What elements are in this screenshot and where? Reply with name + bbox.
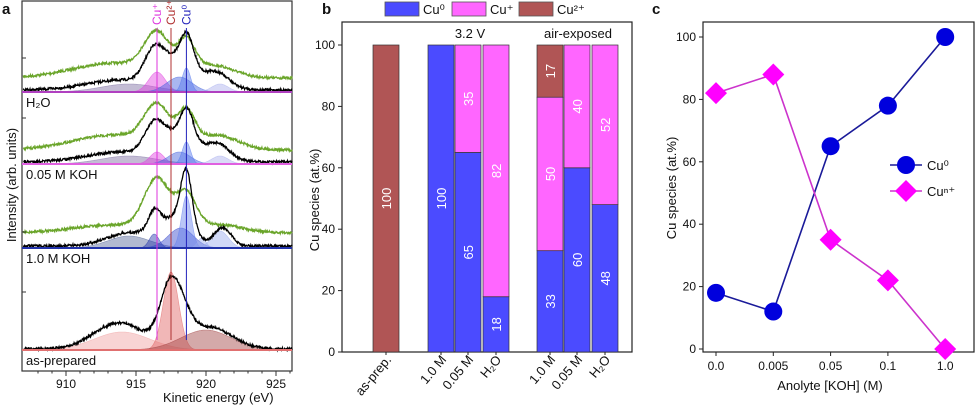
spectrum-measured — [22, 166, 293, 250]
spectrum-air-exposed — [22, 175, 293, 236]
y-tick-label: 40 — [683, 217, 697, 231]
bar-value-label: 100 — [379, 188, 394, 210]
bar-segment — [536, 96, 564, 252]
y-axis-title: Intensity (arb. units) — [4, 128, 19, 242]
spectrum-label: 1.0 M KOH — [26, 251, 90, 266]
y-tick-label: 60 — [683, 155, 697, 169]
y-tick-label: 20 — [683, 280, 697, 294]
panel-letter-c: c — [652, 1, 660, 18]
y-tick-label: 20 — [322, 284, 336, 298]
x-tick-label: H₂O — [477, 352, 504, 380]
data-point — [762, 63, 785, 86]
bar-segment — [591, 44, 619, 205]
spectrum-air-exposed — [22, 27, 293, 81]
x-tick-label: 920 — [196, 377, 216, 391]
data-point — [821, 137, 840, 156]
bar-value-label: 52 — [598, 118, 613, 132]
x-tick-label: 915 — [126, 377, 146, 391]
data-point — [707, 283, 725, 302]
legend-label: Cu⁺ — [490, 2, 513, 17]
x-tick-label: 910 — [56, 377, 76, 391]
legend-swatch — [451, 1, 487, 17]
bar-value-label: 65 — [461, 245, 476, 259]
reference-line-label: Cu⁺ — [150, 3, 164, 25]
panel-letter-b: b — [322, 1, 331, 18]
x-tick-label: 0.1 — [880, 359, 897, 373]
group-label: air-exposed — [544, 26, 612, 41]
legend-marker — [895, 180, 917, 202]
bar-segment — [482, 44, 510, 298]
data-point — [876, 269, 899, 292]
data-point — [936, 28, 955, 46]
x-tick-label: 0.0 — [708, 359, 725, 373]
x-tick-label: as-prep. — [352, 352, 394, 398]
x-axis-title: Anolyte [KOH] (M) — [777, 378, 882, 393]
y-tick-label: 40 — [322, 222, 336, 236]
bar-segment — [372, 44, 400, 353]
y-tick-label: 80 — [322, 99, 336, 113]
bar-value-label: 100 — [434, 188, 449, 210]
data-point — [819, 228, 842, 251]
panel-letter-a: a — [2, 1, 11, 18]
bar-value-label: 18 — [489, 317, 504, 331]
x-tick-label: 0.005 — [758, 359, 788, 373]
legend-swatch — [518, 1, 554, 17]
series-line — [715, 36, 946, 313]
bar-segment — [536, 44, 564, 98]
bar-value-label: 33 — [543, 294, 558, 308]
data-point — [764, 302, 783, 321]
spectrum-air-exposed — [22, 100, 293, 154]
bar-segment — [536, 250, 564, 353]
bar-segment — [454, 152, 482, 353]
bar-value-label: 35 — [461, 91, 476, 105]
spectrum-label: as-prepared — [26, 353, 96, 368]
legend-label: Cu²⁺ — [557, 2, 585, 17]
legend-marker — [897, 156, 915, 174]
reference-line-label: Cu⁰ — [179, 5, 193, 25]
y-tick-label: 0 — [689, 342, 696, 356]
data-point — [934, 338, 957, 360]
bar-segment — [454, 44, 482, 153]
reference-line-label: Cu²⁺ — [164, 0, 178, 25]
y-tick-label: 80 — [683, 92, 697, 106]
data-point — [705, 82, 727, 105]
y-axis-title: Cu species (at.%) — [664, 137, 679, 240]
legend-label: Cu⁰ — [423, 2, 445, 17]
bar-value-label: 40 — [570, 99, 585, 113]
bar-segment — [563, 167, 591, 353]
panel-c-frame — [702, 21, 975, 353]
y-axis-title: Cu species (at.%) — [307, 149, 322, 252]
y-tick-label: 0 — [328, 345, 335, 359]
bar-value-label: 17 — [543, 64, 558, 78]
x-axis-title: Kinetic energy (eV) — [163, 390, 274, 405]
y-tick-label: 100 — [676, 30, 696, 44]
spectrum-measured — [23, 106, 293, 166]
spectrum-measured — [23, 273, 293, 353]
x-tick-label: H₂O — [586, 352, 613, 380]
bar-value-label: 60 — [570, 253, 585, 267]
bar-segment — [427, 44, 455, 353]
legend-label: Cuⁿ⁺ — [927, 184, 955, 199]
y-tick-label: 100 — [315, 38, 335, 52]
bar-segment — [563, 44, 591, 169]
legend-label: Cu⁰ — [927, 158, 949, 173]
spectrum-label: 0.05 M KOH — [26, 167, 98, 182]
panel-a-frame — [21, 0, 293, 372]
bar-value-label: 82 — [489, 164, 504, 178]
group-label: 3.2 V — [455, 26, 486, 41]
bar-value-label: 48 — [598, 271, 613, 285]
series-line — [715, 73, 946, 350]
spectrum-measured — [22, 29, 293, 94]
spectrum-label: H₂O — [26, 95, 51, 110]
bar-value-label: 50 — [543, 167, 558, 181]
x-tick-label: 1.0 — [937, 359, 954, 373]
data-point — [878, 96, 897, 115]
legend-swatch — [384, 1, 420, 17]
x-tick-label: 925 — [266, 377, 286, 391]
x-tick-label: 0.05 — [819, 359, 843, 373]
y-tick-label: 60 — [322, 161, 336, 175]
